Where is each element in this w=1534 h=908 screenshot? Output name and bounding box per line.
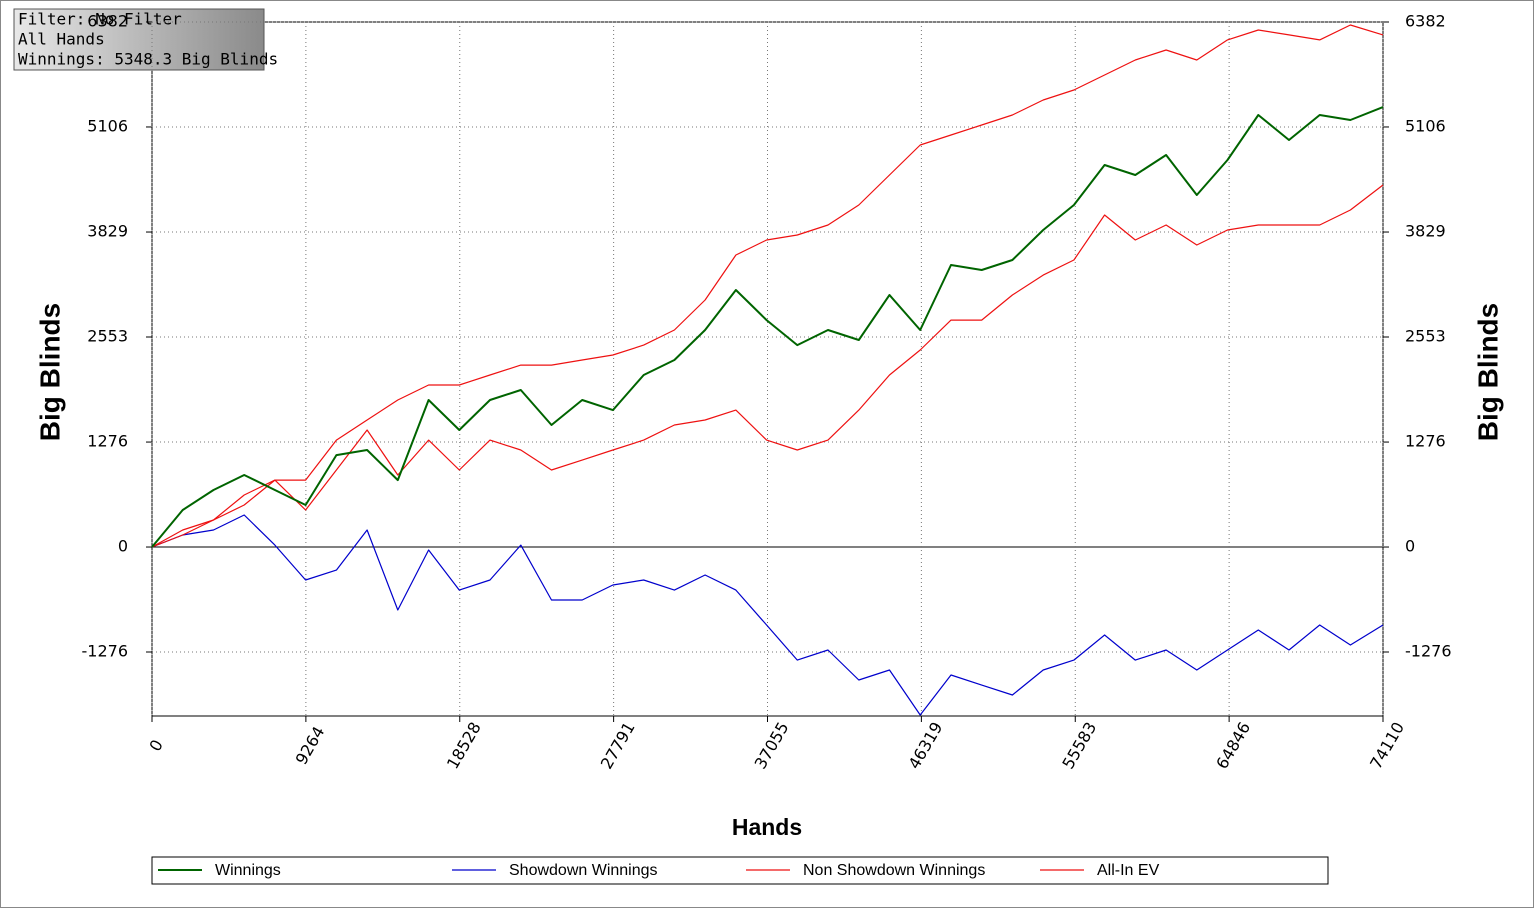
y2-tick-label: -1276 xyxy=(1405,641,1452,660)
y-tick-label: 1276 xyxy=(87,432,128,451)
legend-label: Winnings xyxy=(215,862,281,879)
y2-tick-label: 1276 xyxy=(1405,432,1446,451)
series-line xyxy=(151,184,1384,548)
y2-axis-title: Big Blinds xyxy=(1472,303,1503,441)
info-text: Winnings: 5348.3 Big Blinds xyxy=(18,50,278,69)
y-tick-label: 6382 xyxy=(87,12,128,31)
y-tick-label: 3829 xyxy=(87,222,128,241)
y-tick-label: 2553 xyxy=(87,326,128,345)
series-line xyxy=(151,106,1384,548)
y2-tick-label: 2553 xyxy=(1405,326,1446,345)
info-text: Filter: No Filter xyxy=(18,10,182,29)
legend-label: Showdown Winnings xyxy=(509,862,658,879)
y2-tick-label: 0 xyxy=(1405,537,1415,556)
legend-label: Non Showdown Winnings xyxy=(803,862,985,879)
series-line xyxy=(151,514,1384,716)
info-box xyxy=(13,8,265,71)
y-tick-label: -1276 xyxy=(82,641,129,660)
y2-tick-label: 3829 xyxy=(1405,222,1446,241)
y-tick-label: 0 xyxy=(118,537,128,556)
y2-tick-label: 6382 xyxy=(1405,12,1446,31)
info-text: All Hands xyxy=(18,30,105,49)
series-line xyxy=(151,24,1384,548)
legend-label: All-In EV xyxy=(1097,862,1160,879)
y-axis-title: Big Blinds xyxy=(34,303,65,441)
y-tick-label: 5106 xyxy=(87,116,128,135)
y2-tick-label: 5106 xyxy=(1405,116,1446,135)
x-axis-title: Hands xyxy=(732,814,802,840)
legend xyxy=(151,856,1329,885)
